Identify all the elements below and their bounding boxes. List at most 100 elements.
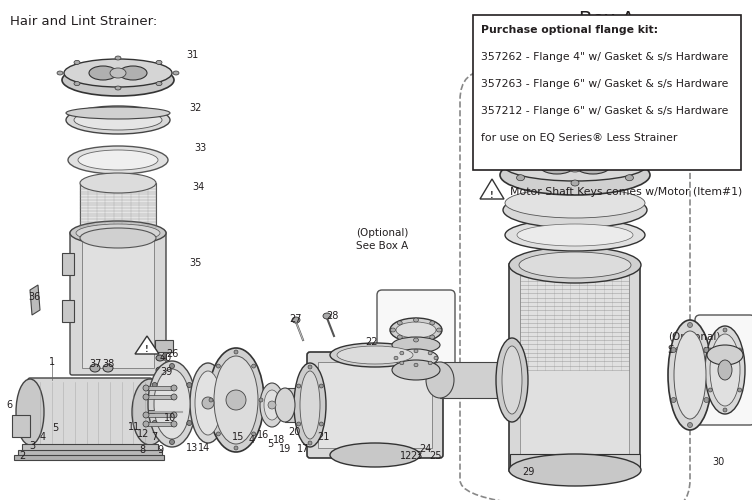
Text: !: ! <box>145 344 149 354</box>
Ellipse shape <box>103 364 113 372</box>
Ellipse shape <box>294 363 326 447</box>
Ellipse shape <box>429 321 435 325</box>
Text: 15: 15 <box>232 432 244 442</box>
Ellipse shape <box>494 162 502 168</box>
Text: Box A: Box A <box>579 10 635 29</box>
Ellipse shape <box>708 388 712 392</box>
Text: (Optional)
See Box A: (Optional) See Box A <box>356 228 408 251</box>
Text: 35: 35 <box>189 258 202 268</box>
Text: 39: 39 <box>160 367 172 377</box>
Text: 28: 28 <box>326 311 338 321</box>
Text: 20: 20 <box>288 427 300 437</box>
Ellipse shape <box>119 66 147 80</box>
Ellipse shape <box>509 247 641 283</box>
Ellipse shape <box>209 398 213 402</box>
Text: (Optional)
See Box A: (Optional) See Box A <box>668 332 720 355</box>
Ellipse shape <box>390 318 442 342</box>
Text: 17: 17 <box>297 444 309 454</box>
Bar <box>285 388 312 422</box>
Ellipse shape <box>705 326 745 414</box>
Text: 7: 7 <box>151 432 157 442</box>
Text: 9: 9 <box>157 445 163 455</box>
Ellipse shape <box>397 321 402 325</box>
Ellipse shape <box>687 322 693 328</box>
Text: 357212 - Flange 6" w/ Gasket & s/s Hardware: 357212 - Flange 6" w/ Gasket & s/s Hardw… <box>481 106 729 116</box>
Ellipse shape <box>66 107 170 119</box>
Ellipse shape <box>115 56 121 60</box>
Ellipse shape <box>320 384 323 388</box>
Ellipse shape <box>80 228 156 248</box>
Ellipse shape <box>89 66 117 80</box>
Ellipse shape <box>143 385 149 391</box>
Ellipse shape <box>517 174 525 180</box>
Text: Purchase optional flange kit:: Purchase optional flange kit: <box>481 25 658 35</box>
Ellipse shape <box>173 71 179 75</box>
Ellipse shape <box>671 348 676 352</box>
Bar <box>146 395 174 399</box>
Text: 3: 3 <box>29 441 35 451</box>
Text: 357262 - Flange 4" w/ Gasket & s/s Hardware: 357262 - Flange 4" w/ Gasket & s/s Hardw… <box>481 52 729 62</box>
Ellipse shape <box>738 388 741 392</box>
Text: 33: 33 <box>194 143 206 153</box>
FancyBboxPatch shape <box>70 231 166 375</box>
Ellipse shape <box>154 369 190 439</box>
Ellipse shape <box>429 335 435 339</box>
Ellipse shape <box>190 363 226 443</box>
Ellipse shape <box>171 394 177 400</box>
Ellipse shape <box>710 334 740 406</box>
Text: 4: 4 <box>249 435 255 445</box>
Ellipse shape <box>62 64 174 96</box>
Ellipse shape <box>668 320 712 430</box>
Ellipse shape <box>330 443 420 467</box>
Ellipse shape <box>259 398 263 402</box>
Bar <box>22 444 158 452</box>
Ellipse shape <box>297 422 301 426</box>
Ellipse shape <box>517 224 633 246</box>
Ellipse shape <box>148 361 196 447</box>
Ellipse shape <box>414 349 418 353</box>
Ellipse shape <box>78 150 158 170</box>
Ellipse shape <box>394 349 438 367</box>
Text: for use on EQ Series® Less Strainer: for use on EQ Series® Less Strainer <box>481 133 678 143</box>
Text: 34: 34 <box>192 182 204 192</box>
Text: 40: 40 <box>160 353 172 363</box>
Bar <box>62 253 74 275</box>
Ellipse shape <box>723 408 727 412</box>
Ellipse shape <box>436 328 441 332</box>
Ellipse shape <box>208 348 264 452</box>
Ellipse shape <box>143 412 149 418</box>
Bar <box>520 272 629 462</box>
Ellipse shape <box>414 363 418 367</box>
Ellipse shape <box>708 348 712 352</box>
Text: 12: 12 <box>137 429 149 439</box>
Ellipse shape <box>687 422 693 428</box>
Bar <box>12 415 30 437</box>
Ellipse shape <box>400 352 404 355</box>
Ellipse shape <box>115 86 121 90</box>
Ellipse shape <box>70 221 166 245</box>
Text: 37: 37 <box>89 359 102 369</box>
Text: 11: 11 <box>128 422 140 432</box>
Ellipse shape <box>704 398 709 402</box>
Text: 2: 2 <box>19 451 25 461</box>
Text: 16: 16 <box>257 430 269 440</box>
Ellipse shape <box>76 224 160 242</box>
Ellipse shape <box>434 356 438 360</box>
Ellipse shape <box>152 420 157 426</box>
Text: 30: 30 <box>712 457 724 467</box>
Ellipse shape <box>320 422 323 426</box>
Ellipse shape <box>704 348 709 352</box>
Ellipse shape <box>509 454 641 486</box>
Text: 38: 38 <box>102 359 114 369</box>
Ellipse shape <box>234 446 238 450</box>
Ellipse shape <box>171 421 177 427</box>
Text: 5: 5 <box>52 423 58 433</box>
Bar <box>146 422 174 426</box>
Ellipse shape <box>156 82 162 86</box>
Ellipse shape <box>252 364 256 368</box>
Polygon shape <box>480 179 504 199</box>
Ellipse shape <box>74 110 162 130</box>
Ellipse shape <box>330 343 420 367</box>
Ellipse shape <box>539 156 575 174</box>
FancyBboxPatch shape <box>307 352 443 458</box>
